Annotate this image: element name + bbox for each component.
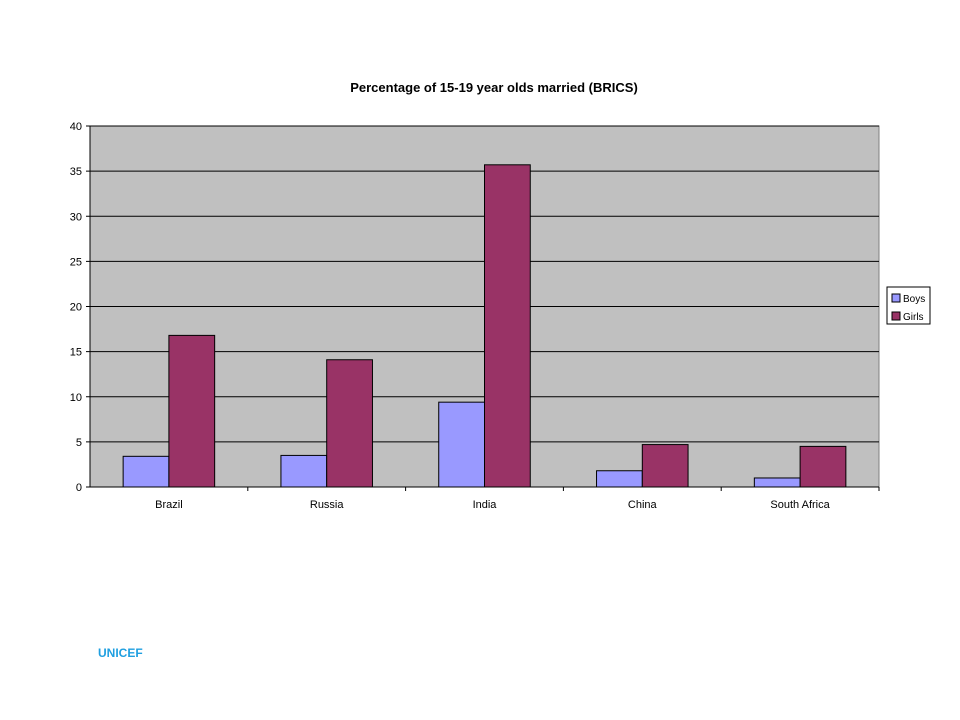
legend-swatch-boys bbox=[891, 293, 901, 303]
y-tick-label: 25 bbox=[70, 256, 82, 268]
source-note: UNICEF bbox=[98, 646, 143, 660]
bar-boys-china bbox=[596, 470, 643, 488]
legend: Boys Girls bbox=[886, 286, 931, 325]
y-tick-label: 15 bbox=[70, 347, 82, 359]
legend-label-boys: Boys bbox=[903, 294, 925, 305]
chart-title: Percentage of 15-19 year olds married (B… bbox=[350, 80, 638, 95]
x-tick-label: China bbox=[628, 499, 658, 511]
bar-girls-russia bbox=[326, 359, 373, 488]
plot-area: 0 5 10 15 20 25 30 35 40 Brazil Russia India China So… bbox=[70, 121, 880, 511]
bar-girls-brazil bbox=[168, 334, 216, 488]
x-tick-label: India bbox=[473, 499, 498, 511]
legend-label-girls: Girls bbox=[903, 312, 924, 323]
bar-boys-india bbox=[438, 401, 486, 488]
y-tick-label: 0 bbox=[76, 482, 82, 494]
x-tick-label: Brazil bbox=[155, 499, 183, 511]
legend-swatch-girls bbox=[891, 311, 901, 321]
bar-girls-india bbox=[484, 164, 531, 488]
y-tick-label: 10 bbox=[70, 392, 82, 404]
x-tick-label: South Africa bbox=[770, 499, 830, 511]
y-tick-label: 20 bbox=[70, 302, 82, 314]
bar-girls-south-africa bbox=[799, 445, 847, 488]
y-tick-label: 30 bbox=[70, 211, 82, 223]
y-tick-label: 5 bbox=[76, 437, 82, 449]
bar-boys-brazil bbox=[122, 455, 170, 488]
y-tick-label: 40 bbox=[70, 121, 82, 133]
y-tick-label: 35 bbox=[70, 166, 82, 178]
bar-boys-russia bbox=[280, 454, 328, 488]
bar-girls-china bbox=[641, 444, 689, 488]
x-tick-label: Russia bbox=[310, 499, 345, 511]
bar-boys-south-africa bbox=[753, 477, 801, 488]
